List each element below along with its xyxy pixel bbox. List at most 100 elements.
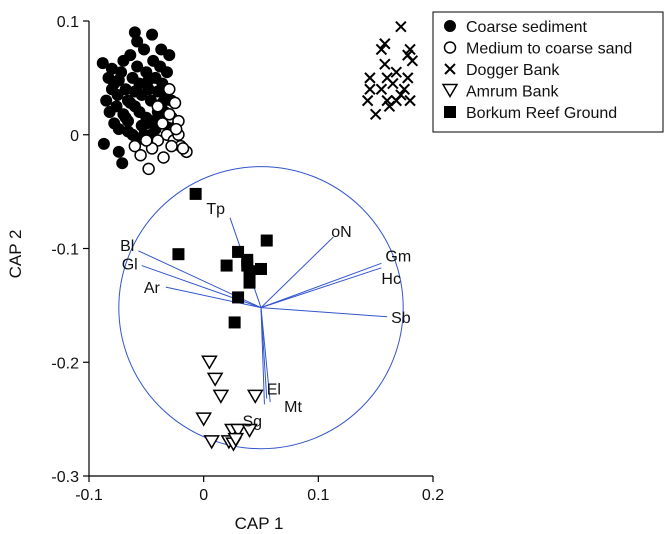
legend-marker xyxy=(444,63,456,75)
vector-label-tp: Tp xyxy=(206,201,225,218)
vector-label-ar: Ar xyxy=(144,280,161,297)
medium-to-coarse-sand-point xyxy=(176,142,190,155)
dogger-bank-point xyxy=(364,83,376,95)
vector-label-gl: Gl xyxy=(122,257,138,274)
borkum-reef-ground-point xyxy=(255,262,267,275)
coarse-sediment-point xyxy=(138,43,151,56)
amrum-bank-point xyxy=(195,412,212,427)
vector-label-gm: Gm xyxy=(385,248,411,265)
borkum-reef-ground-point xyxy=(260,234,273,247)
medium-to-coarse-sand-point xyxy=(140,134,153,147)
vector-mt xyxy=(260,307,271,403)
coarse-sediment-point xyxy=(110,100,123,113)
medium-to-coarse-sand-point xyxy=(156,117,169,130)
vector-label-bl: Bl xyxy=(120,238,134,255)
coarse-sediment-point xyxy=(97,137,110,150)
medium-to-coarse-sand-point xyxy=(128,139,142,153)
borkum-reef-ground-point xyxy=(172,248,185,261)
vector-label-el: El xyxy=(267,382,281,399)
vector-label-sg: Sg xyxy=(242,413,262,430)
dogger-bank-point xyxy=(364,72,376,84)
borkum-reef-ground-point xyxy=(220,259,233,272)
legend-marker xyxy=(444,106,456,118)
legend-label: Amrum Bank xyxy=(466,84,559,101)
dogger-bank-point xyxy=(402,72,414,84)
amrum-bank-point xyxy=(227,432,245,448)
coarse-sediment-point xyxy=(112,145,125,158)
dogger-bank-point xyxy=(381,94,393,107)
coarse-sediment-point xyxy=(128,26,141,39)
coarse-sediment-point xyxy=(100,94,113,107)
coarse-sediment-point xyxy=(163,49,176,62)
vector-label-sb: Sb xyxy=(391,310,411,327)
dogger-bank-point xyxy=(379,58,391,70)
legend-marker xyxy=(443,41,457,54)
y-tick-label: -0.2 xyxy=(51,355,79,372)
vector-ar xyxy=(165,286,262,309)
amrum-bank-point xyxy=(203,435,220,450)
y-tick-label: 0.1 xyxy=(57,14,79,31)
coarse-sediment-point xyxy=(142,83,155,96)
coarse-sediment-point xyxy=(128,85,141,98)
legend-label: Dogger Bank xyxy=(466,62,560,79)
dogger-bank-point xyxy=(404,94,416,107)
borkum-reef-ground-point xyxy=(189,187,202,200)
medium-to-coarse-sand-point xyxy=(165,139,178,153)
vector-sg xyxy=(260,307,265,405)
medium-to-coarse-sand-point xyxy=(169,122,183,136)
vector-hc xyxy=(260,267,382,309)
legend-box xyxy=(432,11,664,133)
vector-label-hc: Hc xyxy=(381,271,401,288)
legend-marker xyxy=(444,20,456,32)
coarse-sediment-point xyxy=(112,123,125,136)
medium-to-coarse-sand-point xyxy=(151,100,165,113)
x-tick-label: 0 xyxy=(199,487,208,504)
coarse-sediment-point xyxy=(160,66,173,79)
dogger-bank-point xyxy=(379,38,391,50)
legend-label: Coarse sediment xyxy=(466,19,588,36)
coarse-sediment-point xyxy=(124,49,137,62)
y-tick-label: -0.1 xyxy=(51,242,79,259)
legend-label: Medium to coarse sand xyxy=(466,41,632,58)
amrum-bank-point xyxy=(212,389,230,404)
dogger-bank-point xyxy=(395,20,407,33)
legend-marker xyxy=(441,83,459,98)
borkum-reef-ground-point xyxy=(228,316,241,329)
x-axis-title: CAP 1 xyxy=(235,514,284,533)
dogger-bank-point xyxy=(375,43,388,56)
borkum-reef-ground-point xyxy=(232,245,245,258)
coarse-sediment-point xyxy=(121,125,134,138)
coarse-sediment-point xyxy=(142,74,155,87)
vector-label-on: oN xyxy=(331,224,351,241)
dogger-bank-point xyxy=(406,55,419,67)
coarse-sediment-point xyxy=(131,60,144,73)
dogger-bank-point xyxy=(398,83,411,95)
coarse-sediment-point xyxy=(119,83,132,96)
points-layer xyxy=(96,20,419,452)
coarse-sediment-point xyxy=(112,74,125,87)
amrum-bank-point xyxy=(246,389,264,404)
coarse-sediment-point xyxy=(124,96,137,109)
medium-to-coarse-sand-point xyxy=(142,162,155,176)
dogger-bank-point xyxy=(361,94,374,107)
coarse-sediment-point xyxy=(151,85,164,98)
vector-on xyxy=(260,236,334,309)
medium-to-coarse-sand-point xyxy=(168,96,182,110)
coarse-sediment-point xyxy=(116,157,129,170)
legend-label: Borkum Reef Ground xyxy=(466,105,617,122)
y-axis-title: CAP 2 xyxy=(6,230,25,279)
y-tick-label: -0.3 xyxy=(51,469,79,486)
borkum-reef-ground-point xyxy=(241,259,254,272)
vector-gm xyxy=(260,262,382,309)
dogger-bank-point xyxy=(390,66,403,78)
medium-to-coarse-sand-point xyxy=(163,83,176,96)
coarse-sediment-point xyxy=(146,28,159,41)
coarse-sediment-point xyxy=(96,57,109,70)
dogger-bank-point xyxy=(369,108,382,120)
amrum-bank-point xyxy=(206,372,224,387)
medium-to-coarse-sand-point xyxy=(157,151,170,164)
medium-to-coarse-sand-point xyxy=(163,108,176,121)
x-tick-label: 0.2 xyxy=(422,487,444,504)
